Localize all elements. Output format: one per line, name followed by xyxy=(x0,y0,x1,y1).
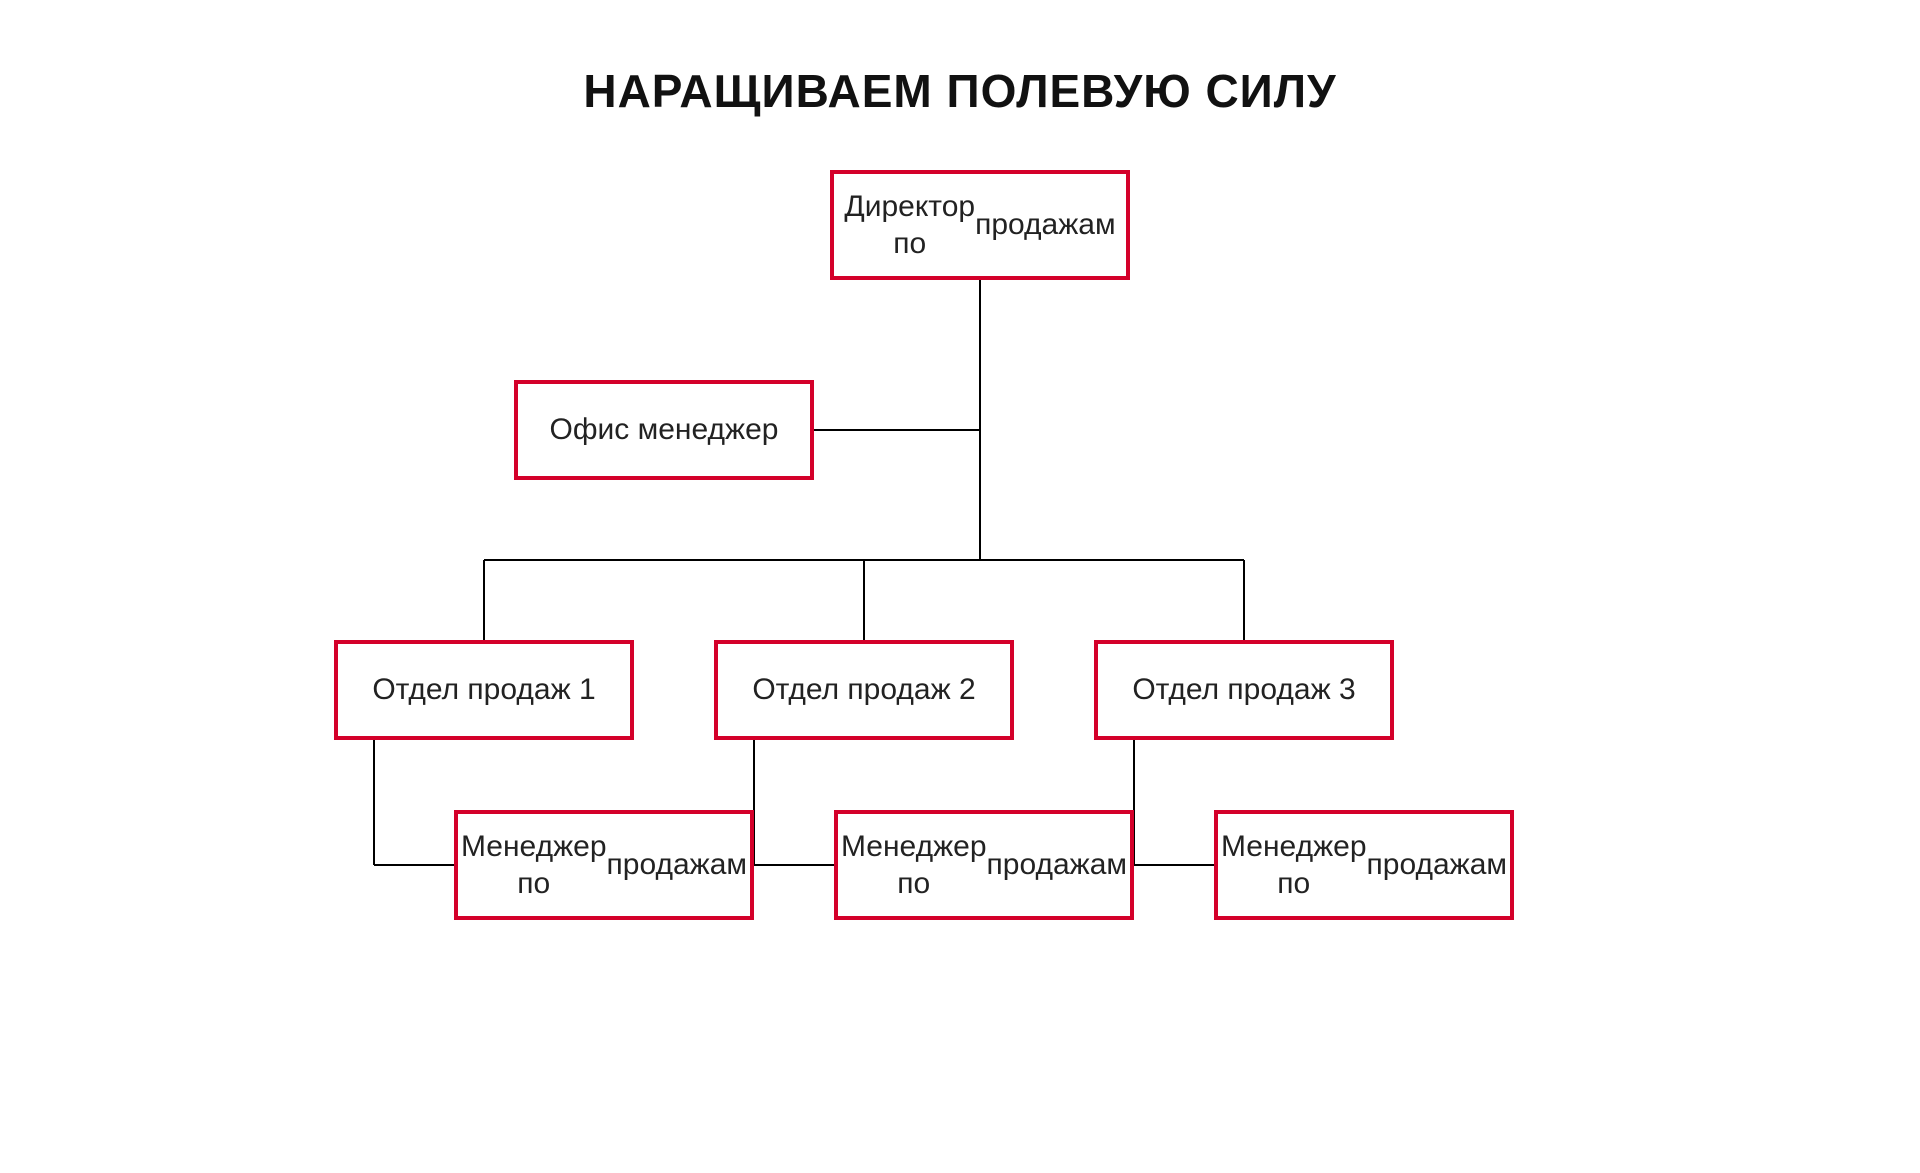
node-label-line: Отдел продаж 2 xyxy=(752,671,975,709)
node-office-manager: Офис менеджер xyxy=(514,380,814,480)
node-label-line: Отдел продаж 1 xyxy=(372,671,595,709)
node-label-line: Директор по xyxy=(844,188,975,263)
org-chart-stage: НАРАЩИВАЕМ ПОЛЕВУЮ СИЛУ Директор попрода… xyxy=(0,0,1920,1173)
node-label-line: продажам xyxy=(987,846,1128,884)
node-label-line: Менеджер по xyxy=(461,828,607,903)
node-manager-3: Менеджер попродажам xyxy=(1214,810,1514,920)
node-dept-1: Отдел продаж 1 xyxy=(334,640,634,740)
node-director: Директор попродажам xyxy=(830,170,1130,280)
node-dept-3: Отдел продаж 3 xyxy=(1094,640,1394,740)
node-label-line: Менеджер по xyxy=(841,828,987,903)
node-label-line: Офис менеджер xyxy=(550,411,779,449)
node-manager-1: Менеджер попродажам xyxy=(454,810,754,920)
node-label-line: продажам xyxy=(1367,846,1508,884)
node-label-line: Менеджер по xyxy=(1221,828,1367,903)
node-manager-2: Менеджер попродажам xyxy=(834,810,1134,920)
node-label-line: продажам xyxy=(975,206,1116,244)
node-label-line: Отдел продаж 3 xyxy=(1132,671,1355,709)
node-label-line: продажам xyxy=(607,846,748,884)
page-title: НАРАЩИВАЕМ ПОЛЕВУЮ СИЛУ xyxy=(0,64,1920,118)
node-dept-2: Отдел продаж 2 xyxy=(714,640,1014,740)
